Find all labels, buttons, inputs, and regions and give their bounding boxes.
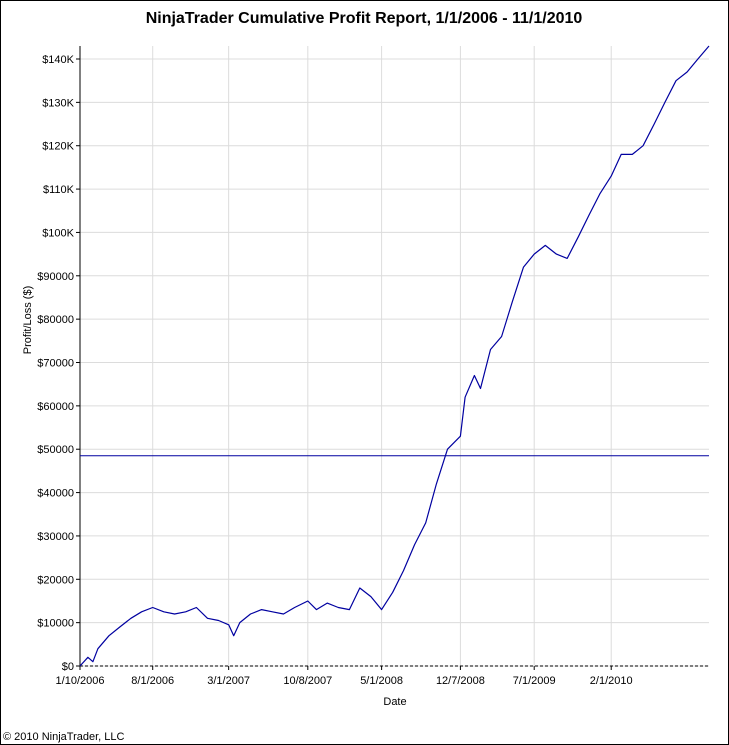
x-tick-label: 3/1/2007 [207,675,250,687]
y-tick-label: $90000 [37,271,74,283]
x-tick-label: 10/8/2007 [283,675,332,687]
copyright-text: © 2010 NinjaTrader, LLC [3,731,125,743]
y-tick-label: $60000 [37,401,74,413]
x-tick-label: 8/1/2006 [131,675,174,687]
y-tick-label: $30000 [37,531,74,543]
grid [79,46,709,667]
y-tick-label: $130K [42,97,74,109]
y-tick-label: $100K [42,227,74,239]
x-tick-label: 1/10/2006 [56,675,105,687]
y-tick-label: $140K [42,54,74,66]
x-tick-label: 2/1/2010 [590,675,633,687]
y-tick-label: $80000 [37,314,74,326]
x-tick-label: 5/1/2008 [360,675,403,687]
y-axis-label: Profit/Loss ($) [22,286,34,354]
y-tick-label: $120K [42,141,74,153]
y-tick-label: $70000 [37,358,74,370]
y-axis: $0 $10000 $20000 $30000 $40000 $50000 $60000 $7… [37,54,80,673]
plot-area [79,45,710,667]
y-tick-label: $0 [62,661,74,673]
y-tick-label: $110K [43,184,75,196]
x-tick-label: 12/7/2008 [436,675,485,687]
cumulative-profit-line [79,45,710,667]
y-tick-label: $40000 [37,488,74,500]
y-tick-label: $20000 [37,574,74,586]
x-axis: 1/10/2006 8/1/2006 3/1/2007 10/8/2007 5/1/20… [56,666,633,687]
x-axis-label: Date [383,696,406,708]
y-tick-label: $50000 [37,444,74,456]
y-tick-label: $10000 [37,618,74,630]
chart-title: NinjaTrader Cumulative Profit Report, 1/… [146,10,583,27]
x-tick-label: 7/1/2009 [513,675,556,687]
